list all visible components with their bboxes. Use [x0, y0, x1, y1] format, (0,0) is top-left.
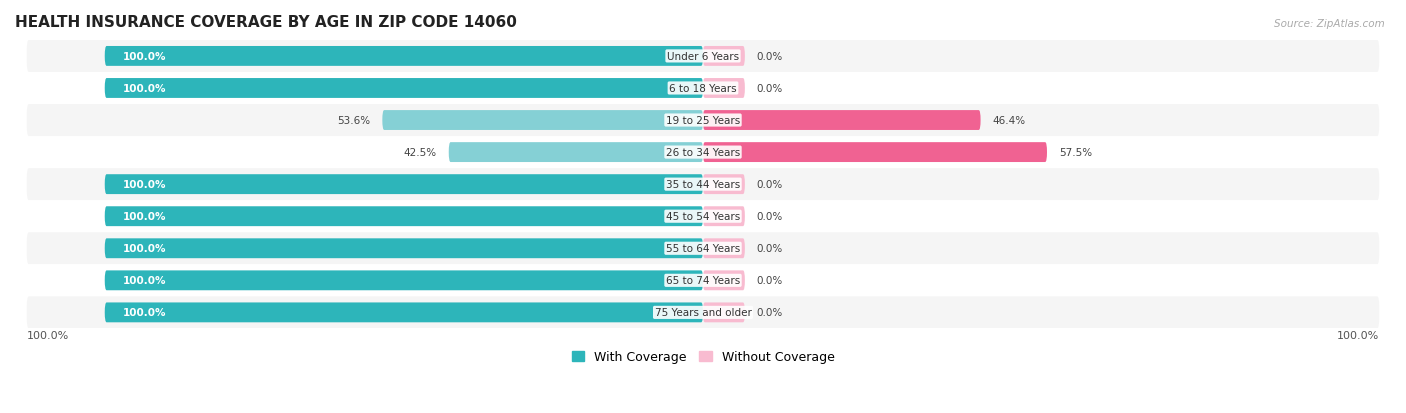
FancyBboxPatch shape	[703, 175, 745, 195]
Text: 46.4%: 46.4%	[993, 116, 1026, 126]
FancyBboxPatch shape	[104, 79, 703, 99]
FancyBboxPatch shape	[104, 239, 703, 259]
Text: Source: ZipAtlas.com: Source: ZipAtlas.com	[1274, 19, 1385, 28]
Text: 0.0%: 0.0%	[756, 212, 783, 222]
FancyBboxPatch shape	[449, 143, 703, 163]
FancyBboxPatch shape	[703, 239, 745, 259]
Text: 100.0%: 100.0%	[122, 52, 166, 62]
FancyBboxPatch shape	[703, 207, 745, 227]
Text: 53.6%: 53.6%	[337, 116, 370, 126]
FancyBboxPatch shape	[27, 137, 1379, 169]
FancyBboxPatch shape	[382, 111, 703, 131]
Text: 100.0%: 100.0%	[27, 330, 69, 340]
Text: 0.0%: 0.0%	[756, 84, 783, 94]
FancyBboxPatch shape	[703, 111, 980, 131]
Text: HEALTH INSURANCE COVERAGE BY AGE IN ZIP CODE 14060: HEALTH INSURANCE COVERAGE BY AGE IN ZIP …	[15, 15, 517, 30]
Text: 0.0%: 0.0%	[756, 308, 783, 318]
Text: 100.0%: 100.0%	[122, 180, 166, 190]
Text: 100.0%: 100.0%	[122, 212, 166, 222]
Text: 65 to 74 Years: 65 to 74 Years	[666, 275, 740, 286]
FancyBboxPatch shape	[703, 47, 745, 66]
Text: 100.0%: 100.0%	[122, 275, 166, 286]
FancyBboxPatch shape	[703, 79, 745, 99]
Text: 45 to 54 Years: 45 to 54 Years	[666, 212, 740, 222]
Text: 55 to 64 Years: 55 to 64 Years	[666, 244, 740, 254]
FancyBboxPatch shape	[27, 233, 1379, 265]
Text: 0.0%: 0.0%	[756, 244, 783, 254]
Legend: With Coverage, Without Coverage: With Coverage, Without Coverage	[567, 346, 839, 368]
FancyBboxPatch shape	[27, 201, 1379, 233]
FancyBboxPatch shape	[104, 47, 703, 66]
FancyBboxPatch shape	[104, 207, 703, 227]
FancyBboxPatch shape	[703, 271, 745, 291]
Text: 57.5%: 57.5%	[1059, 148, 1092, 158]
FancyBboxPatch shape	[27, 73, 1379, 105]
Text: 0.0%: 0.0%	[756, 180, 783, 190]
Text: 75 Years and older: 75 Years and older	[655, 308, 751, 318]
Text: Under 6 Years: Under 6 Years	[666, 52, 740, 62]
Text: 42.5%: 42.5%	[404, 148, 437, 158]
Text: 6 to 18 Years: 6 to 18 Years	[669, 84, 737, 94]
Text: 26 to 34 Years: 26 to 34 Years	[666, 148, 740, 158]
Text: 100.0%: 100.0%	[122, 84, 166, 94]
Text: 35 to 44 Years: 35 to 44 Years	[666, 180, 740, 190]
FancyBboxPatch shape	[27, 41, 1379, 73]
FancyBboxPatch shape	[27, 169, 1379, 201]
FancyBboxPatch shape	[703, 143, 1047, 163]
FancyBboxPatch shape	[104, 271, 703, 291]
Text: 100.0%: 100.0%	[122, 244, 166, 254]
FancyBboxPatch shape	[27, 265, 1379, 297]
FancyBboxPatch shape	[27, 297, 1379, 329]
FancyBboxPatch shape	[104, 175, 703, 195]
FancyBboxPatch shape	[27, 105, 1379, 137]
Text: 19 to 25 Years: 19 to 25 Years	[666, 116, 740, 126]
Text: 100.0%: 100.0%	[1337, 330, 1379, 340]
Text: 0.0%: 0.0%	[756, 275, 783, 286]
Text: 0.0%: 0.0%	[756, 52, 783, 62]
FancyBboxPatch shape	[703, 303, 745, 323]
FancyBboxPatch shape	[104, 303, 703, 323]
Text: 100.0%: 100.0%	[122, 308, 166, 318]
